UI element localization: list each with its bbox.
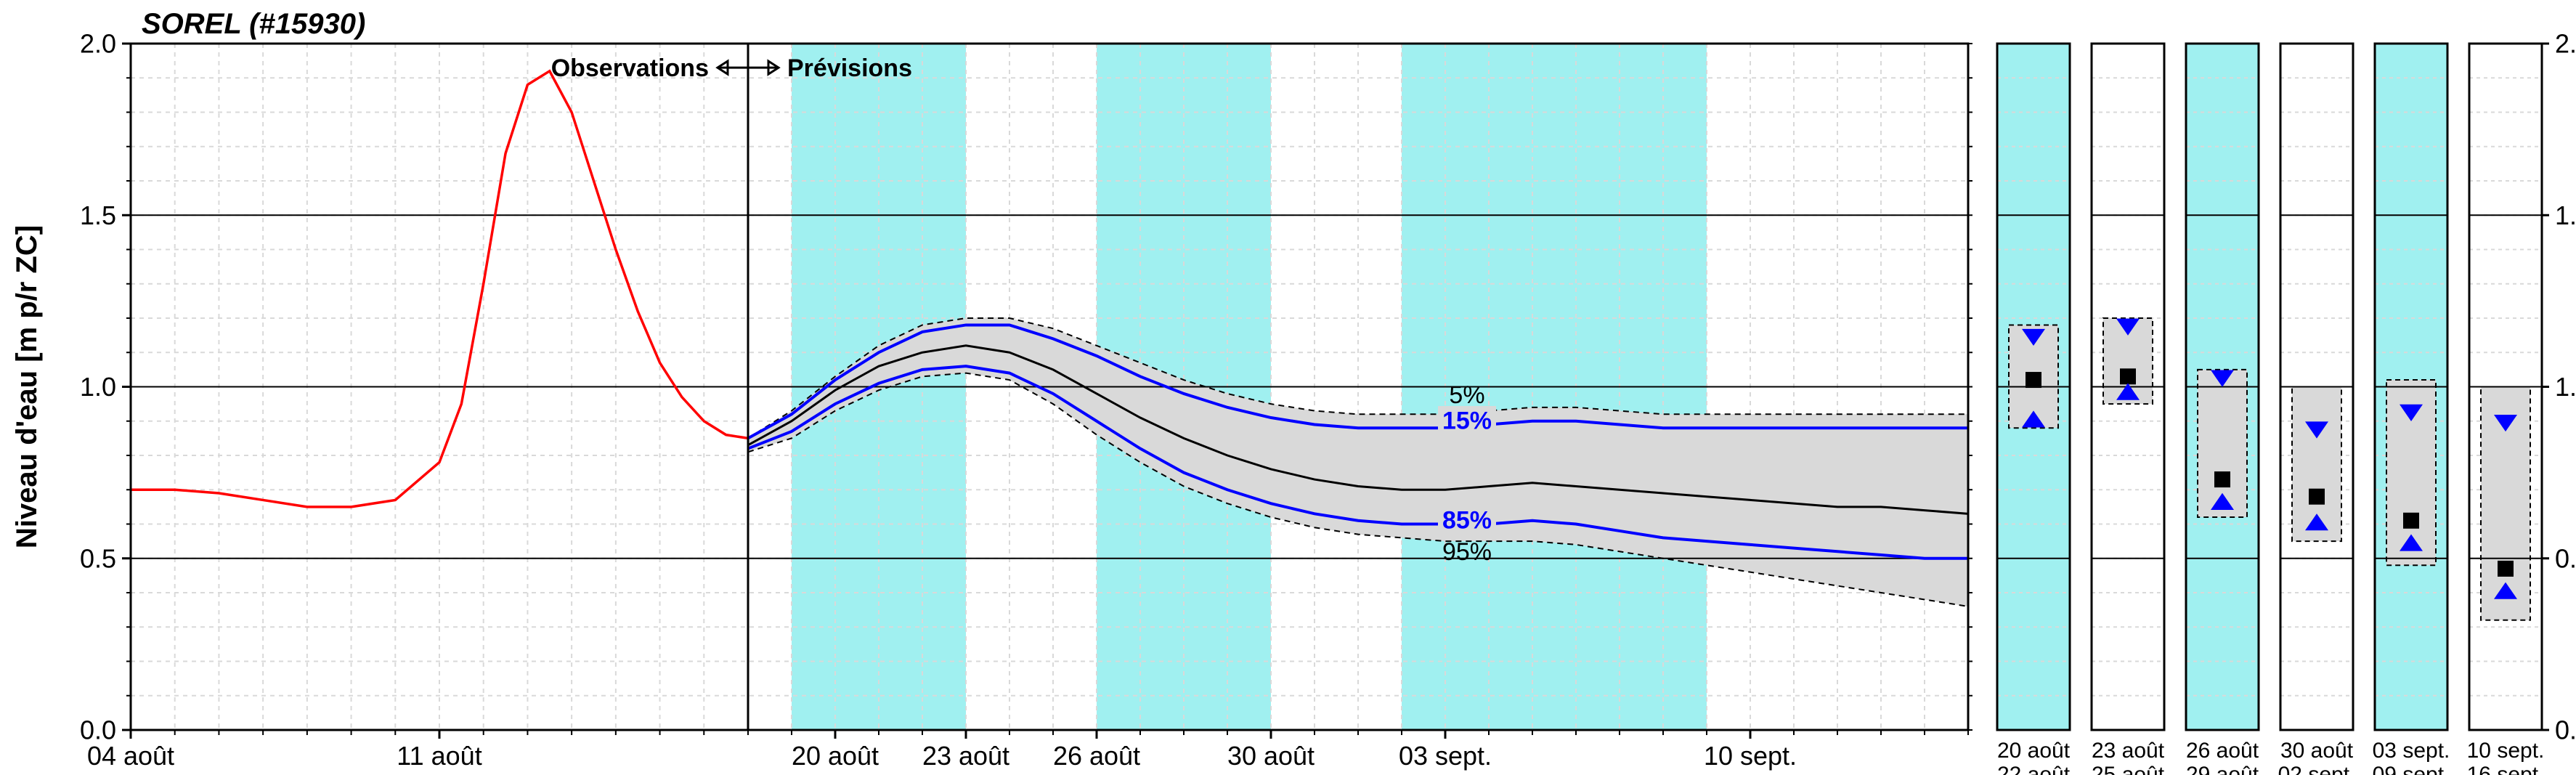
summary-median-marker xyxy=(2026,372,2041,388)
fc-x-tick-label: 23 août xyxy=(922,741,1009,771)
fc-x-tick-label: 03 sept. xyxy=(1399,741,1492,771)
p5-label: 5% xyxy=(1449,381,1484,409)
chart-svg: 5%95%15%85%04 août11 août20 août23 août2… xyxy=(0,0,2576,775)
y-tick-label-right: 0.0 xyxy=(2555,715,2576,745)
summary-bottom-label: 25 août xyxy=(2092,763,2165,775)
summary-bottom-label: 22 août xyxy=(1997,763,2071,775)
p15-label: 15% xyxy=(1442,407,1492,434)
fc-x-tick-label: 10 sept. xyxy=(1704,741,1797,771)
previsions-label: Prévisions xyxy=(787,54,912,82)
y-tick-label-left: 1.0 xyxy=(80,372,116,402)
y-axis-label: Niveau d'eau [m p/r ZC] xyxy=(11,225,43,548)
y-tick-label-right: 2.0 xyxy=(2555,29,2576,59)
summary-median-marker xyxy=(2120,368,2136,384)
y-tick-label-right: 1.0 xyxy=(2555,372,2576,402)
obs-x-tick-label: 11 août xyxy=(397,741,482,771)
summary-bottom-label: 09 sept. xyxy=(2373,763,2450,775)
y-tick-label-right: 0.5 xyxy=(2555,543,2576,573)
summary-bottom-label: 16 sept. xyxy=(2467,763,2545,775)
y-tick-label-left: 0.5 xyxy=(80,543,116,573)
fc-x-tick-label: 26 août xyxy=(1053,741,1140,771)
summary-median-marker xyxy=(2309,489,2325,505)
observations-label: Observations xyxy=(551,54,709,82)
summary-median-marker xyxy=(2403,513,2419,529)
summary-median-marker xyxy=(2498,561,2514,577)
y-tick-label-left: 1.5 xyxy=(80,200,116,230)
fc-x-tick-label: 20 août xyxy=(792,741,879,771)
summary-top-label: 26 août xyxy=(2186,739,2259,763)
obs-x-tick-label: 04 août xyxy=(87,741,174,771)
chart-root: 5%95%15%85%04 août11 août20 août23 août2… xyxy=(0,0,2576,775)
summary-bottom-label: 02 sept. xyxy=(2278,763,2356,775)
summary-top-label: 23 août xyxy=(2092,739,2165,763)
y-tick-label-left: 0.0 xyxy=(80,715,116,745)
summary-top-label: 30 août xyxy=(2280,739,2354,763)
y-tick-label-right: 1.5 xyxy=(2555,200,2576,230)
summary-bottom-label: 29 août xyxy=(2186,763,2259,775)
p95-label: 95% xyxy=(1442,538,1492,566)
y-tick-label-left: 2.0 xyxy=(80,29,116,59)
summary-top-label: 20 août xyxy=(1997,739,2071,763)
summary-top-label: 03 sept. xyxy=(2373,739,2450,763)
summary-median-marker xyxy=(2214,471,2230,487)
chart-title: SOREL (#15930) xyxy=(142,8,365,40)
fc-x-tick-label: 30 août xyxy=(1227,741,1315,771)
summary-top-label: 10 sept. xyxy=(2467,739,2545,763)
p85-label: 85% xyxy=(1442,507,1492,535)
